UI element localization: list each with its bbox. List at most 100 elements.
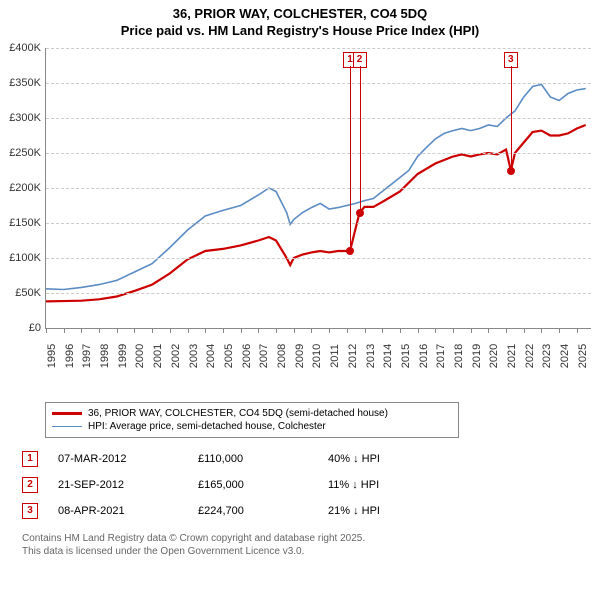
x-tick-mark [541,328,542,333]
x-tick-mark [506,328,507,333]
x-tick-mark [524,328,525,333]
x-tick-mark [577,328,578,333]
legend-item: 36, PRIOR WAY, COLCHESTER, CO4 5DQ (semi… [52,407,452,420]
x-axis-label: 2011 [329,344,341,368]
table-row: 3 08-APR-2021£224,70021% ↓ HPI [22,498,582,524]
legend-label: HPI: Average price, semi-detached house,… [88,421,326,432]
x-tick-mark [347,328,348,333]
x-axis-label: 2016 [418,344,430,368]
x-tick-mark [205,328,206,333]
x-axis-label: 2023 [541,344,553,368]
table-event-marker: 2 [22,477,38,493]
footer-attribution: Contains HM Land Registry data © Crown c… [22,532,365,558]
y-axis-label: £100K [1,252,41,264]
table-price: £110,000 [198,453,328,465]
x-axis-label: 2019 [471,344,483,368]
gridline [46,223,591,224]
x-tick-mark [223,328,224,333]
title-line-1: 36, PRIOR WAY, COLCHESTER, CO4 5DQ [0,6,600,23]
footer-line-1: Contains HM Land Registry data © Crown c… [22,532,365,545]
x-axis-label: 2012 [347,344,359,368]
x-axis-label: 2009 [294,344,306,368]
x-axis-label: 2003 [188,344,200,368]
gridline [46,258,591,259]
x-tick-mark [471,328,472,333]
y-axis-label: £50K [1,287,41,299]
event-dot [507,167,515,175]
x-axis-label: 2010 [311,344,323,368]
x-axis-label: 1998 [99,344,111,368]
table-event-marker: 1 [22,451,38,467]
x-axis-label: 2005 [223,344,235,368]
x-axis-label: 1996 [64,344,76,368]
x-axis-label: 2000 [134,344,146,368]
x-tick-mark [134,328,135,333]
x-axis-label: 2001 [152,344,164,368]
x-axis-label: 2020 [488,344,500,368]
x-axis-label: 1999 [117,344,129,368]
table-pct: 11% ↓ HPI [328,479,448,491]
gridline [46,83,591,84]
x-tick-mark [294,328,295,333]
plot-region: £0£50K£100K£150K£200K£250K£300K£350K£400… [45,48,591,329]
x-tick-mark [488,328,489,333]
event-marker-line [511,66,512,171]
x-axis-label: 2017 [435,344,447,368]
x-axis-label: 1997 [81,344,93,368]
legend-swatch [52,426,82,428]
y-axis-label: £150K [1,217,41,229]
x-axis-label: 2007 [258,344,270,368]
x-axis-label: 1995 [46,344,58,368]
gridline [46,188,591,189]
x-tick-mark [170,328,171,333]
x-tick-mark [46,328,47,333]
legend-item: HPI: Average price, semi-detached house,… [52,420,452,433]
table-price: £165,000 [198,479,328,491]
x-axis-label: 2024 [559,344,571,368]
table-pct: 21% ↓ HPI [328,505,448,517]
x-tick-mark [400,328,401,333]
x-axis-label: 2018 [453,344,465,368]
legend-label: 36, PRIOR WAY, COLCHESTER, CO4 5DQ (semi… [88,408,388,419]
x-axis-label: 2021 [506,344,518,368]
x-tick-mark [382,328,383,333]
x-axis-label: 2013 [365,344,377,368]
x-tick-mark [365,328,366,333]
x-tick-mark [258,328,259,333]
events-table: 1 07-MAR-2012£110,00040% ↓ HPI 2 21-SEP-201… [22,446,582,524]
x-tick-mark [329,328,330,333]
x-axis-label: 2006 [241,344,253,368]
x-axis-label: 2002 [170,344,182,368]
y-axis-label: £200K [1,182,41,194]
table-date: 07-MAR-2012 [58,453,198,465]
x-axis-label: 2025 [577,344,589,368]
x-tick-mark [117,328,118,333]
x-tick-mark [241,328,242,333]
x-axis-label: 2004 [205,344,217,368]
x-axis-label: 2022 [524,344,536,368]
table-row: 1 07-MAR-2012£110,00040% ↓ HPI [22,446,582,472]
table-date: 21-SEP-2012 [58,479,198,491]
chart-title: 36, PRIOR WAY, COLCHESTER, CO4 5DQ Price… [0,0,600,40]
x-tick-mark [559,328,560,333]
x-axis-label: 2008 [276,344,288,368]
x-tick-mark [81,328,82,333]
table-pct: 40% ↓ HPI [328,453,448,465]
footer-line-2: This data is licensed under the Open Gov… [22,545,365,558]
chart-area: £0£50K£100K£150K£200K£250K£300K£350K£400… [45,48,590,368]
legend-swatch [52,412,82,414]
x-tick-mark [152,328,153,333]
x-tick-mark [188,328,189,333]
chart-container: 36, PRIOR WAY, COLCHESTER, CO4 5DQ Price… [0,0,600,590]
table-row: 2 21-SEP-2012£165,00011% ↓ HPI [22,472,582,498]
gridline [46,118,591,119]
x-axis-label: 2015 [400,344,412,368]
table-date: 08-APR-2021 [58,505,198,517]
event-dot [356,209,364,217]
y-axis-label: £400K [1,42,41,54]
event-marker-line [350,66,351,251]
table-event-marker: 3 [22,503,38,519]
table-price: £224,700 [198,505,328,517]
x-tick-mark [435,328,436,333]
x-tick-mark [276,328,277,333]
